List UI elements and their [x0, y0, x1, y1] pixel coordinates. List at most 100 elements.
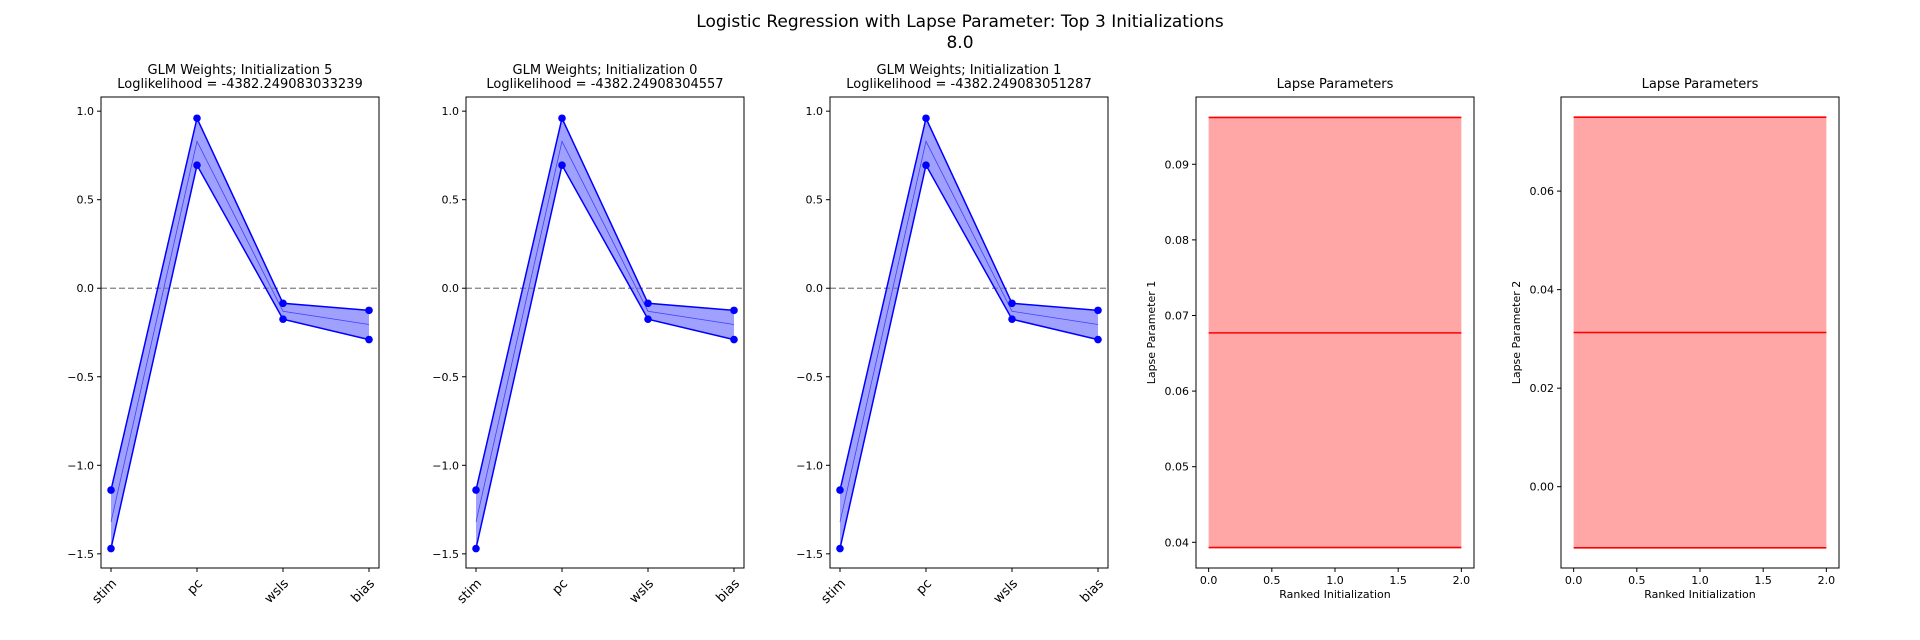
x-tick-label: pc	[185, 576, 207, 598]
x-tick-label: 2.0	[1453, 574, 1471, 587]
x-tick-label: stim	[90, 576, 121, 607]
x-axis-label: Ranked Initialization	[1279, 588, 1390, 601]
lower-weights-line	[110, 163, 370, 549]
y-tick-label: 0.05	[1165, 461, 1190, 474]
lower-weights-line	[839, 163, 1099, 549]
x-tick-label: 1.0	[1326, 574, 1344, 587]
upper-weight-point	[922, 114, 930, 123]
panel-5: Lapse Parameters 0.0 0.5 1.0 1.5 2.0 Ranked In…	[1510, 77, 1840, 601]
plot-frame	[1560, 96, 1840, 569]
lower-weight-point	[1094, 335, 1102, 344]
x-tick-label: pc	[550, 576, 572, 598]
y-tick-label: −0.5	[796, 371, 823, 384]
x-tick-label: stim	[455, 576, 486, 607]
y-tick-label: 0.0	[442, 282, 460, 295]
y-tick-label: −1.0	[67, 459, 94, 472]
upper-weight-point	[279, 299, 287, 308]
panel-title: Lapse Parameters	[1642, 77, 1759, 92]
upper-weights-line	[110, 115, 370, 491]
y-tick-label: 0.0	[77, 282, 95, 295]
x-tick-label: wsls	[262, 576, 292, 606]
x-tick-label: 0.5	[1263, 574, 1281, 587]
upper-weight-point	[644, 299, 652, 308]
y-axis-label: Lapse Parameter 2	[1510, 281, 1523, 385]
panel-title: Lapse Parameters	[1277, 77, 1394, 92]
figure-title: Logistic Regression with Lapse Parameter…	[696, 12, 1224, 32]
lower-weight-point	[365, 335, 373, 344]
lower-weight-point	[922, 161, 930, 169]
lower-weight-point	[1008, 315, 1016, 324]
lower-weight-point	[644, 315, 652, 324]
median-weights-line	[110, 140, 370, 523]
x-tick-label: 0.5	[1628, 574, 1646, 587]
lower-weights-line	[475, 163, 735, 549]
y-tick-label: 0.5	[77, 194, 95, 207]
y-tick-label: 0.06	[1530, 185, 1555, 198]
y-tick-label: 0.00	[1530, 481, 1555, 494]
panel-1: GLM Weights; Initialization 5Loglikeliho…	[67, 63, 380, 607]
y-tick-label: 0.06	[1165, 385, 1190, 398]
y-axis-label: Lapse Parameter 1	[1145, 281, 1158, 385]
x-tick-label: wsls	[991, 576, 1021, 606]
x-tick-label: 1.5	[1754, 574, 1772, 587]
y-tick-label: −1.5	[796, 548, 823, 561]
x-tick-label: stim	[819, 576, 850, 607]
y-tick-label: 1.0	[77, 105, 95, 118]
x-tick-label: 2.0	[1818, 574, 1836, 587]
y-tick-label: 0.07	[1165, 309, 1190, 322]
confidence-band	[476, 118, 734, 549]
plot-frame	[100, 96, 380, 569]
figure-subtitle: 8.0	[946, 33, 973, 53]
upper-weight-point	[193, 114, 201, 123]
y-tick-label: −1.0	[432, 459, 459, 472]
panel-subtitle: Loglikelihood = -4382.24908304557	[486, 77, 723, 92]
confidence-band	[111, 118, 369, 549]
lower-weight-point	[193, 161, 201, 169]
y-tick-label: 1.0	[442, 105, 460, 118]
x-tick-label: bias	[349, 576, 379, 606]
y-tick-label: −1.5	[432, 548, 459, 561]
y-tick-label: 0.0	[806, 282, 824, 295]
y-tick-label: 0.08	[1165, 234, 1190, 247]
y-tick-label: 0.5	[442, 194, 460, 207]
panel-title: GLM Weights; Initialization 0	[513, 63, 698, 78]
y-tick-label: −0.5	[67, 371, 94, 384]
upper-weight-point	[1008, 299, 1016, 308]
y-tick-label: −0.5	[432, 371, 459, 384]
y-tick-label: 0.5	[806, 194, 824, 207]
x-tick-label: 1.0	[1691, 574, 1709, 587]
y-tick-label: 0.02	[1530, 382, 1555, 395]
y-tick-label: 0.04	[1530, 284, 1555, 297]
x-axis-label: Ranked Initialization	[1644, 588, 1755, 601]
upper-weight-point	[558, 114, 566, 123]
x-tick-label: bias	[714, 576, 744, 606]
upper-weight-point	[107, 486, 115, 494]
y-tick-label: 1.0	[806, 105, 824, 118]
y-tick-label: −1.0	[796, 459, 823, 472]
median-weights-line	[839, 140, 1099, 523]
confidence-band	[840, 118, 1098, 549]
panel-3: GLM Weights; Initialization 1Loglikeliho…	[796, 63, 1109, 607]
x-tick-label: 1.5	[1389, 574, 1407, 587]
upper-weights-line	[839, 115, 1099, 491]
upper-weight-point	[472, 486, 480, 494]
x-tick-label: 0.0	[1200, 574, 1218, 587]
panel-subtitle: Loglikelihood = -4382.249083051287	[846, 77, 1091, 92]
lower-weight-point	[730, 335, 738, 344]
median-weights-line	[475, 140, 735, 523]
plot-frame	[465, 96, 745, 569]
x-tick-label: bias	[1078, 576, 1108, 606]
lower-weight-point	[472, 544, 480, 553]
upper-weight-point	[1094, 306, 1102, 315]
panel-title: GLM Weights; Initialization 5	[148, 63, 333, 78]
panel-subtitle: Loglikelihood = -4382.249083033239	[117, 77, 362, 92]
panel-title: GLM Weights; Initialization 1	[877, 63, 1062, 78]
x-tick-label: wsls	[627, 576, 657, 606]
y-tick-label: −1.5	[67, 548, 94, 561]
plot-frame	[1195, 96, 1475, 569]
x-tick-label: 0.0	[1565, 574, 1583, 587]
x-tick-label: pc	[914, 576, 936, 598]
y-tick-label: 0.09	[1165, 158, 1190, 171]
panel-2: GLM Weights; Initialization 0Loglikeliho…	[432, 63, 745, 607]
